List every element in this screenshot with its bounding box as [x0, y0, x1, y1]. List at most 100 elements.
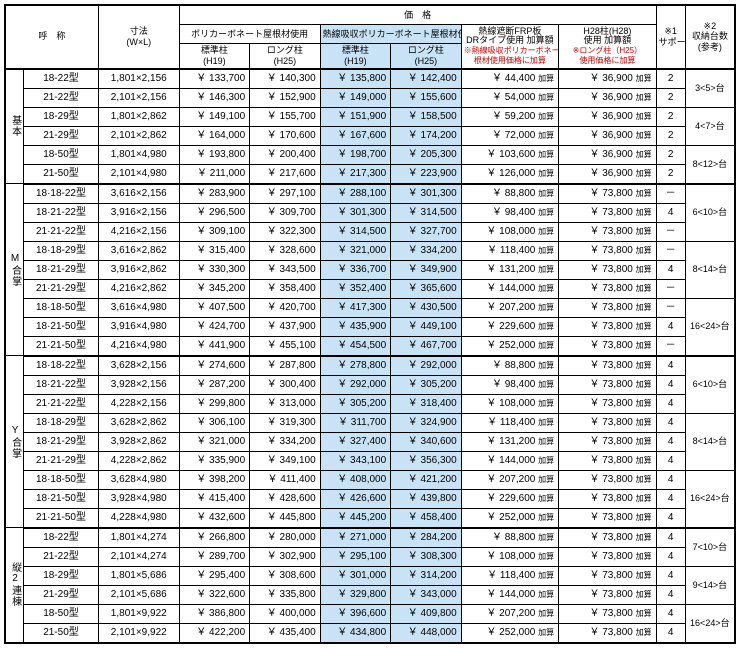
model: 18·18-50型	[24, 470, 99, 489]
support-count: 2	[656, 88, 685, 107]
support-count: 4	[656, 566, 685, 585]
support-count: 4	[656, 375, 685, 394]
price-std-heat: ￥ 426,600	[320, 489, 391, 508]
col-poly: ポリカーボネート屋根材使用	[179, 25, 320, 44]
price-long-poly: ￥ 328,600	[250, 241, 321, 260]
support-count: 4	[656, 528, 685, 548]
support-count: －	[656, 222, 685, 241]
price-frp: ￥ 207,200 加算	[461, 470, 558, 489]
dimensions: 1,801×2,156	[98, 69, 179, 89]
price-long-poly: ￥ 217,600	[250, 164, 321, 184]
price-long-heat: ￥ 314,200	[391, 566, 462, 585]
dimensions: 4,228×2,862	[98, 451, 179, 470]
price-h28: ￥ 36,900 加算	[559, 126, 657, 145]
table-row: 18·18-29型3,628×2,862￥ 306,100￥ 319,300￥ …	[5, 413, 735, 432]
storage-count: 8<12>台	[685, 145, 735, 184]
price-std-heat: ￥ 435,900	[320, 317, 391, 336]
price-long-heat: ￥ 205,300	[391, 145, 462, 164]
price-long-poly: ￥ 308,600	[250, 566, 321, 585]
support-count: 2	[656, 107, 685, 126]
price-frp: ￥ 118,400 加算	[461, 566, 558, 585]
price-std-poly: ￥ 330,300	[179, 260, 250, 279]
price-long-heat: ￥ 314,500	[391, 203, 462, 222]
dimensions: 3,616×4,980	[98, 298, 179, 317]
price-std-heat: ￥ 295,100	[320, 547, 391, 566]
table-row: 21-50型2,101×4,980￥ 211,000￥ 217,600￥ 217…	[5, 164, 735, 184]
price-std-heat: ￥ 327,400	[320, 432, 391, 451]
storage-count: 16<24>台	[685, 298, 735, 356]
price-std-poly: ￥ 432,600	[179, 508, 250, 528]
price-h28: ￥ 73,800 加算	[559, 489, 657, 508]
price-long-poly: ￥ 455,100	[250, 336, 321, 356]
price-frp: ￥ 144,000 加算	[461, 279, 558, 298]
group-label: M合掌	[5, 184, 24, 356]
dimensions: 4,228×2,156	[98, 394, 179, 413]
price-frp: ￥ 108,000 加算	[461, 222, 558, 241]
price-std-heat: ￥ 445,200	[320, 508, 391, 528]
table-row: 18-50型1,801×9,922￥ 386,800￥ 400,000￥ 396…	[5, 604, 735, 623]
price-frp: ￥ 72,000 加算	[461, 126, 558, 145]
price-h28: ￥ 73,800 加算	[559, 547, 657, 566]
price-frp: ￥ 98,400 加算	[461, 375, 558, 394]
price-std-poly: ￥ 274,600	[179, 356, 250, 376]
col-price: 価 格	[179, 5, 656, 25]
dimensions: 1,801×4,980	[98, 145, 179, 164]
price-std-poly: ￥ 266,800	[179, 528, 250, 548]
price-long-heat: ￥ 292,000	[391, 356, 462, 376]
support-count: 4	[656, 585, 685, 604]
dimensions: 3,916×2,862	[98, 260, 179, 279]
storage-count: 8<14>台	[685, 241, 735, 298]
table-row: 18·21-50型3,928×4,980￥ 415,400￥ 428,600￥ …	[5, 489, 735, 508]
support-count: 2	[656, 126, 685, 145]
model: 18-22型	[24, 69, 99, 89]
price-std-poly: ￥ 289,700	[179, 547, 250, 566]
model: 18·21-29型	[24, 432, 99, 451]
table-row: 18-50型1,801×4,980￥ 193,800￥ 200,400￥ 198…	[5, 145, 735, 164]
dimensions: 4,228×4,980	[98, 508, 179, 528]
price-frp: ￥ 88,800 加算	[461, 356, 558, 376]
model: 21·21-22型	[24, 222, 99, 241]
price-std-poly: ￥ 296,500	[179, 203, 250, 222]
price-long-poly: ￥ 349,100	[250, 451, 321, 470]
price-std-poly: ￥ 398,200	[179, 470, 250, 489]
table-row: 21·21-50型4,216×4,980￥ 441,900￥ 455,100￥ …	[5, 336, 735, 356]
price-h28: ￥ 73,800 加算	[559, 203, 657, 222]
price-std-poly: ￥ 149,100	[179, 107, 250, 126]
model: 18·18-29型	[24, 241, 99, 260]
col-std1: 標準柱(H19)	[179, 44, 250, 69]
price-h28: ￥ 73,800 加算	[559, 566, 657, 585]
price-long-heat: ￥ 324,900	[391, 413, 462, 432]
price-long-poly: ￥ 319,300	[250, 413, 321, 432]
price-frp: ￥ 118,400 加算	[461, 241, 558, 260]
col-heat: 熱線吸収ポリカーボネート屋根材使用	[320, 25, 461, 44]
price-long-heat: ￥ 158,500	[391, 107, 462, 126]
price-std-poly: ￥ 386,800	[179, 604, 250, 623]
price-frp: ￥ 144,000 加算	[461, 451, 558, 470]
dimensions: 3,628×2,156	[98, 356, 179, 376]
price-long-heat: ￥ 301,300	[391, 184, 462, 204]
model: 21-22型	[24, 88, 99, 107]
price-std-heat: ￥ 167,600	[320, 126, 391, 145]
price-std-poly: ￥ 133,700	[179, 69, 250, 89]
price-std-poly: ￥ 345,200	[179, 279, 250, 298]
price-h28: ￥ 73,800 加算	[559, 585, 657, 604]
storage-count: 9<14>台	[685, 566, 735, 604]
price-std-poly: ￥ 407,500	[179, 298, 250, 317]
table-row: 21·21-50型4,228×4,980￥ 432,600￥ 445,800￥ …	[5, 508, 735, 528]
price-long-poly: ￥ 420,700	[250, 298, 321, 317]
model: 21-29型	[24, 126, 99, 145]
price-std-heat: ￥ 198,700	[320, 145, 391, 164]
price-frp: ￥ 88,800 加算	[461, 528, 558, 548]
price-std-heat: ￥ 149,000	[320, 88, 391, 107]
price-std-heat: ￥ 305,200	[320, 394, 391, 413]
group-label: 基本	[5, 69, 24, 184]
price-h28: ￥ 73,800 加算	[559, 375, 657, 394]
dimensions: 2,101×4,274	[98, 547, 179, 566]
support-count: 4	[656, 489, 685, 508]
storage-count: 6<10>台	[685, 184, 735, 242]
dimensions: 3,916×2,156	[98, 203, 179, 222]
price-long-heat: ￥ 174,200	[391, 126, 462, 145]
price-frp: ￥ 88,800 加算	[461, 184, 558, 204]
table-row: 21·21-22型4,216×2,156￥ 309,100￥ 322,300￥ …	[5, 222, 735, 241]
price-frp: ￥ 103,600 加算	[461, 145, 558, 164]
